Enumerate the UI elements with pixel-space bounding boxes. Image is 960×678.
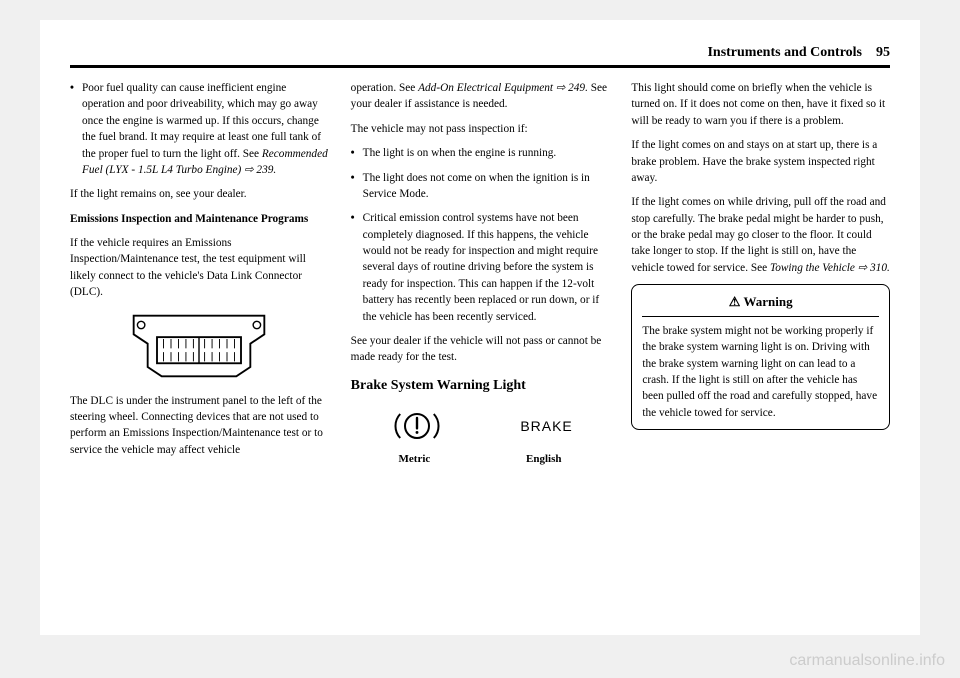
list-item: • The light does not come on when the ig…	[351, 170, 610, 203]
bullet-dot-icon: •	[351, 145, 363, 161]
dlc-connector-icon	[124, 311, 274, 381]
bullet-text: The light does not come on when the igni…	[363, 170, 610, 203]
list-item: • Critical emission control systems have…	[351, 210, 610, 325]
caption-english: English	[526, 452, 561, 468]
body-text: If the light remains on, see your dealer…	[70, 186, 329, 202]
body-text: If the light comes on and stays on at st…	[631, 137, 890, 186]
bullet-dot-icon: •	[70, 80, 82, 178]
body-text: If the light comes on while driving, pul…	[631, 194, 890, 276]
bullet-text: Poor fuel quality can cause inefficient …	[82, 80, 329, 178]
page-header: Instruments and Controls 95	[70, 45, 890, 68]
body-text: operation. See	[351, 82, 418, 94]
brake-warning-english-icon: BRAKE	[520, 416, 572, 436]
column-3: This light should come on briefly when t…	[631, 80, 890, 472]
section-heading: Brake System Warning Light	[351, 376, 610, 396]
column-2: operation. See Add-On Electrical Equipme…	[351, 80, 610, 472]
body-text: The vehicle may not pass inspection if:	[351, 121, 610, 137]
page-number: 95	[876, 45, 890, 60]
bullet-dot-icon: •	[351, 170, 363, 203]
cross-reference: Towing the Vehicle ⇨ 310.	[770, 262, 890, 274]
warning-body: The brake system might not be working pr…	[642, 323, 879, 421]
column-1: • Poor fuel quality can cause inefficien…	[70, 80, 329, 472]
manual-page: Instruments and Controls 95 • Poor fuel …	[40, 20, 920, 635]
body-text: operation. See Add-On Electrical Equipme…	[351, 80, 610, 113]
bullet-text: Critical emission control systems have n…	[363, 210, 610, 325]
body-text: If the vehicle requires an Emissions Ins…	[70, 235, 329, 301]
body-text: The DLC is under the instrument panel to…	[70, 393, 329, 459]
cross-reference: Add-On Electrical Equipment ⇨ 249.	[418, 82, 588, 94]
bullet-text: The light is on when the engine is runni…	[363, 145, 610, 161]
subsection-heading: Emissions Inspection and Maintenance Pro…	[70, 211, 329, 227]
brake-warning-metric-icon	[387, 406, 447, 446]
bullet-dot-icon: •	[351, 210, 363, 325]
brake-warning-figure: BRAKE	[351, 406, 610, 446]
body-text: See your dealer if the vehicle will not …	[351, 333, 610, 366]
chapter-title: Instruments and Controls	[707, 45, 862, 60]
caption-metric: Metric	[399, 452, 431, 468]
warning-heading: ⚠ Warning	[642, 293, 879, 317]
dlc-connector-figure	[70, 311, 329, 381]
list-item: • Poor fuel quality can cause inefficien…	[70, 80, 329, 178]
watermark: carmanualsonline.info	[789, 652, 945, 670]
warning-box: ⚠ Warning The brake system might not be …	[631, 284, 890, 430]
figure-caption: Metric English	[351, 452, 610, 468]
body-text: This light should come on briefly when t…	[631, 80, 890, 129]
content-columns: • Poor fuel quality can cause inefficien…	[70, 80, 890, 472]
list-item: • The light is on when the engine is run…	[351, 145, 610, 161]
